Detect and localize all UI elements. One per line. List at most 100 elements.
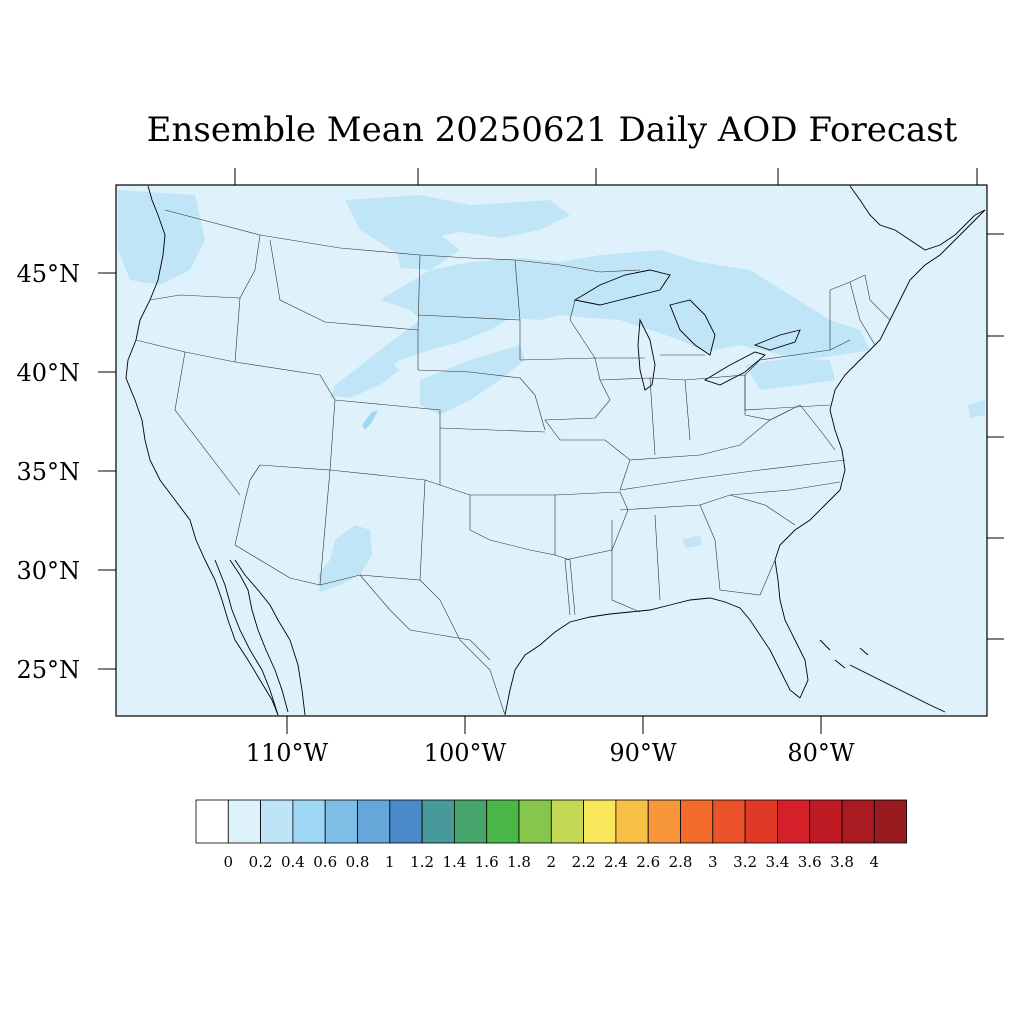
colorbar-swatch [873, 799, 907, 844]
colorbar-label: 1.6 [475, 853, 499, 871]
colorbar-label: 3.4 [765, 853, 789, 871]
lon-labels: 110°W 100°W 90°W 80°W [246, 739, 855, 767]
colorbar-label: 3 [708, 853, 718, 871]
lon-label: 100°W [424, 739, 507, 767]
colorbar-swatch [809, 799, 843, 844]
boundary-georgia-florida [699, 504, 776, 596]
lake-erie [703, 351, 766, 386]
boundary-wisconsin-michigan [569, 299, 705, 359]
boundary-carolinas [699, 481, 841, 526]
aod-plume-wyoming-band [330, 362, 400, 398]
us-canada-border [164, 209, 641, 273]
boundary-new-mexico [319, 469, 426, 586]
colorbar-swatch [195, 799, 229, 844]
lon-label: 90°W [609, 739, 677, 767]
colorbar-swatch [841, 799, 875, 844]
colorbar-label: 0.6 [313, 853, 337, 871]
aod-plume-georgia [682, 535, 702, 548]
boundary-texas [359, 554, 576, 716]
coastlines [125, 185, 986, 716]
map-title: Ensemble Mean 20250621 Daily AOD Forecas… [146, 110, 958, 150]
boundary-nevada [174, 351, 241, 496]
state-boundaries [135, 209, 891, 716]
boundary-idaho [234, 234, 261, 363]
colorbar-swatch [744, 799, 778, 844]
colorbar-swatch [486, 799, 520, 844]
great-lakes [573, 269, 801, 391]
boundary-dakotas [417, 254, 521, 370]
colorbar-swatch [227, 799, 262, 844]
colorbar-label: 0 [224, 853, 234, 871]
lat-label: 40°N [16, 359, 80, 387]
boundary-colorado [334, 399, 441, 485]
coastline-canada-east [849, 185, 986, 251]
aod-plume-pacific-northwest [118, 190, 205, 285]
colorbar-label: 3.6 [798, 853, 822, 871]
colorbar-swatch [292, 799, 326, 844]
colorbar-label: 2.8 [669, 853, 693, 871]
colorbar-swatch [260, 799, 294, 844]
colorbar-swatch [550, 799, 584, 844]
aod-plume-cores [362, 410, 378, 430]
right-ticks [987, 233, 1004, 640]
colorbar-label: 1.2 [410, 853, 434, 871]
colorbar-swatch [583, 799, 617, 844]
aod-plume-nebraska-band [420, 345, 525, 415]
lake-superior [573, 269, 671, 306]
colorbar-swatch [518, 799, 552, 844]
boundary-nebraska-kansas [417, 369, 546, 433]
lat-label: 30°N [16, 557, 80, 585]
lon-label: 80°W [787, 739, 855, 767]
colorbar-label: 3.8 [830, 853, 854, 871]
colorbar-swatch [357, 799, 391, 844]
colorbar-swatch [680, 799, 714, 844]
colorbar-swatch [421, 799, 455, 844]
lake-ontario [753, 329, 801, 351]
colorbar-label: 1.8 [507, 853, 531, 871]
colorbar-swatch [777, 799, 811, 844]
colorbar-swatch [615, 799, 649, 844]
colorbar-label: 3.2 [733, 853, 757, 871]
colorbar-label: 2.6 [636, 853, 660, 871]
colorbar-swatch [712, 799, 746, 844]
colorbar-label: 1.4 [442, 853, 466, 871]
lat-label: 35°N [16, 458, 80, 486]
bottom-ticks [286, 716, 822, 734]
lat-label: 45°N [16, 260, 80, 288]
colorbar-swatch [453, 799, 488, 844]
left-ticks [98, 272, 116, 670]
colorbar-label: 2.2 [572, 853, 596, 871]
top-ticks [234, 168, 978, 185]
colorbar: 0 0.2 0.4 0.6 0.8 1 1.2 1.4 1.6 1.8 2 2.2 2.4 2.6 2.8 3… [195, 799, 907, 871]
lat-label: 25°N [16, 656, 80, 684]
coastline-baja [214, 559, 289, 716]
coastline-bahamas [819, 639, 869, 669]
lake-huron [669, 299, 716, 356]
coastline-cuba [849, 664, 946, 713]
boundary-washington-oregon [149, 294, 241, 301]
boundary-montana-wyoming [269, 239, 419, 331]
colorbar-swatch [389, 799, 423, 844]
lake-michigan [637, 318, 656, 391]
boundary-new-england [829, 274, 891, 346]
colorbar-label: 0.8 [346, 853, 370, 871]
coastline-pacific [125, 185, 279, 716]
boundary-iowa-missouri [519, 357, 631, 491]
colorbar-label: 2 [547, 853, 557, 871]
aod-plume-colorado-core [362, 410, 378, 430]
colorbar-label: 1 [385, 853, 395, 871]
aod-plume-atlantic [968, 400, 985, 418]
coastline-gulf-mexico [504, 597, 801, 716]
lon-label: 110°W [246, 739, 329, 767]
colorbar-swatch [647, 799, 681, 844]
coastline-gulf-of-california [234, 559, 306, 716]
boundary-arkansas-louisiana [554, 491, 629, 616]
colorbar-label: 0.2 [249, 853, 273, 871]
colorbar-label: 0.4 [281, 853, 305, 871]
boundary-mississippi-alabama [611, 504, 701, 613]
boundary-virginia-wv [744, 404, 836, 451]
map-frame [115, 184, 988, 717]
boundary-oklahoma-texas [424, 479, 556, 556]
